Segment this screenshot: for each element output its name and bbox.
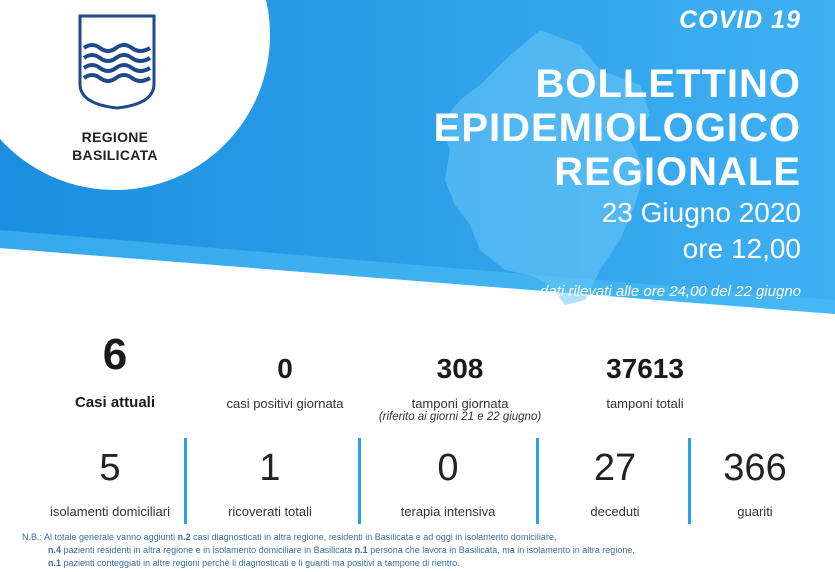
stat-terapia: 0 terapia intensiva <box>368 446 528 519</box>
footnote-count: n.4 <box>48 545 62 555</box>
stat-isolamenti: 5 isolamenti domiciliari <box>30 446 190 519</box>
footnote-text: N.B.: Al totale generale vanno aggiunti <box>22 532 178 542</box>
footnote-count: n.1 <box>354 545 368 555</box>
stat-ricoverati: 1 ricoverati totali <box>195 446 345 519</box>
basilicata-map-icon <box>440 30 650 305</box>
stat-ricoverati-value: 1 <box>259 447 281 489</box>
title-line-1: BOLLETTINO <box>535 62 801 106</box>
covid-label: COVID 19 <box>679 6 801 34</box>
footnote-text: pazienti residenti in altra regione e in… <box>61 545 355 555</box>
regione-basilicata-crest-icon <box>78 14 156 110</box>
data-collection-note: dati rilevati alle ore 24,00 del 22 giug… <box>539 283 801 300</box>
separator <box>184 438 187 524</box>
stat-casi-positivi-value: 0 <box>277 353 293 384</box>
stat-deceduti-value: 27 <box>593 447 637 489</box>
stat-casi-attuali-label: Casi attuali <box>74 394 156 411</box>
stat-guariti: 366 guariti <box>695 446 815 519</box>
stat-ricoverati-label: ricoverati totali <box>228 504 312 519</box>
footnote-text: persona che lavora in Basilicata, ma in … <box>367 545 635 555</box>
separator <box>358 438 361 524</box>
separator <box>536 438 539 524</box>
separator <box>688 438 691 524</box>
stat-tamponi-giornata-value: 308 <box>436 353 484 384</box>
stat-tamponi-totali-value: 37613 <box>606 353 684 384</box>
region-name: REGIONE BASILICATA <box>40 128 190 164</box>
stat-tamponi-giornata: 308 tamponi giornata (riferito ai giorni… <box>365 352 555 423</box>
footnote: N.B.: Al totale generale vanno aggiunti … <box>22 531 822 570</box>
stat-isolamenti-label: isolamenti domiciliari <box>50 504 170 519</box>
stat-casi-positivi-label: casi positivi giornata <box>226 396 344 411</box>
footnote-text: pazienti conteggiati in altre regioni pe… <box>61 558 460 568</box>
footnote-count: n.2 <box>177 532 191 542</box>
footnote-line-3: n.1 pazienti conteggiati in altre region… <box>22 557 822 570</box>
bulletin-date: 23 Giugno 2020 <box>601 197 801 228</box>
stat-tamponi-giornata-label: tamponi giornata <box>411 396 509 411</box>
stat-casi-attuali-value: 6 <box>102 330 128 379</box>
footnote-count: n.1 <box>48 558 62 568</box>
title-line-3: REGIONALE <box>554 150 801 194</box>
footnote-text: casi diagnosticati in altra regione, res… <box>190 532 557 542</box>
stat-tamponi-totali: 37613 tamponi totali <box>575 352 715 411</box>
footnote-line-2: n.4 pazienti residenti in altra regione … <box>22 544 822 557</box>
title-line-2: EPIDEMIOLOGICO <box>433 106 801 150</box>
stat-tamponi-giornata-sub: (riferito ai giorni 21 e 22 giugno) <box>378 411 542 423</box>
stat-terapia-label: terapia intensiva <box>400 504 496 519</box>
stat-isolamenti-value: 5 <box>99 447 121 489</box>
stat-tamponi-totali-label: tamponi totali <box>606 396 684 411</box>
stat-deceduti-label: deceduti <box>590 504 640 519</box>
stat-casi-positivi: 0 casi positivi giornata <box>210 352 360 411</box>
bulletin-time: ore 12,00 <box>682 233 801 264</box>
region-name-line2: BASILICATA <box>72 147 158 163</box>
footnote-line-1: N.B.: Al totale generale vanno aggiunti … <box>22 531 822 544</box>
stat-guariti-value: 366 <box>723 447 787 489</box>
stat-casi-attuali: 6 Casi attuali <box>40 330 190 411</box>
region-name-line1: REGIONE <box>81 129 149 145</box>
stat-terapia-value: 0 <box>437 447 459 489</box>
stat-deceduti: 27 deceduti <box>545 446 685 519</box>
stat-guariti-label: guariti <box>737 504 773 519</box>
